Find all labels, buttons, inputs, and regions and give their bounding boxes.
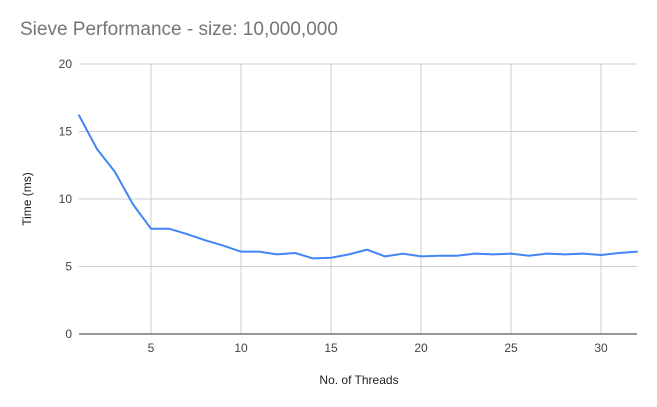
axis-labels: 0 5 10 15 20 5 10 15 20 25 30 No. of Threads Time (m… bbox=[20, 57, 608, 387]
y-tick-label: 20 bbox=[59, 57, 73, 71]
y-axis-title: Time (ms) bbox=[20, 172, 34, 226]
data-point bbox=[438, 255, 440, 257]
data-point bbox=[294, 252, 296, 254]
chart-title: Sieve Performance - size: 10,000,000 bbox=[20, 19, 338, 40]
x-tick-label: 5 bbox=[148, 341, 155, 355]
data-point bbox=[168, 228, 170, 230]
data-point bbox=[222, 245, 224, 247]
data-point bbox=[546, 253, 548, 255]
x-tick-label: 20 bbox=[414, 341, 428, 355]
data-point bbox=[474, 253, 476, 255]
x-tick-label: 15 bbox=[324, 341, 338, 355]
data-point bbox=[528, 255, 530, 257]
x-tick-label: 30 bbox=[594, 341, 608, 355]
y-tick-label: 15 bbox=[59, 125, 73, 139]
data-point bbox=[96, 148, 98, 150]
y-tick-label: 10 bbox=[59, 192, 73, 206]
data-point bbox=[618, 252, 620, 254]
data-point bbox=[114, 171, 116, 173]
data-point bbox=[186, 233, 188, 235]
data-point bbox=[456, 255, 458, 257]
grid-lines bbox=[79, 63, 637, 334]
data-point bbox=[564, 253, 566, 255]
series-layer bbox=[78, 114, 638, 260]
data-point bbox=[312, 257, 314, 259]
data-point bbox=[150, 228, 152, 230]
data-point bbox=[366, 249, 368, 251]
data-point bbox=[204, 239, 206, 241]
data-point bbox=[492, 253, 494, 255]
data-point bbox=[402, 253, 404, 255]
data-point bbox=[258, 251, 260, 253]
data-point bbox=[582, 253, 584, 255]
x-tick-label: 25 bbox=[504, 341, 518, 355]
data-point bbox=[276, 253, 278, 255]
data-point bbox=[132, 203, 134, 205]
data-point bbox=[420, 255, 422, 257]
y-tick-label: 5 bbox=[65, 260, 72, 274]
data-point bbox=[240, 251, 242, 253]
x-axis-title: No. of Threads bbox=[319, 373, 398, 387]
data-point bbox=[600, 254, 602, 256]
y-tick-label: 0 bbox=[65, 327, 72, 341]
series-line bbox=[78, 114, 638, 260]
data-point bbox=[636, 251, 638, 253]
data-point bbox=[510, 253, 512, 255]
data-point bbox=[384, 255, 386, 257]
data-point bbox=[330, 257, 332, 259]
data-point bbox=[348, 253, 350, 255]
data-point bbox=[78, 114, 80, 116]
x-tick-label: 10 bbox=[234, 341, 248, 355]
